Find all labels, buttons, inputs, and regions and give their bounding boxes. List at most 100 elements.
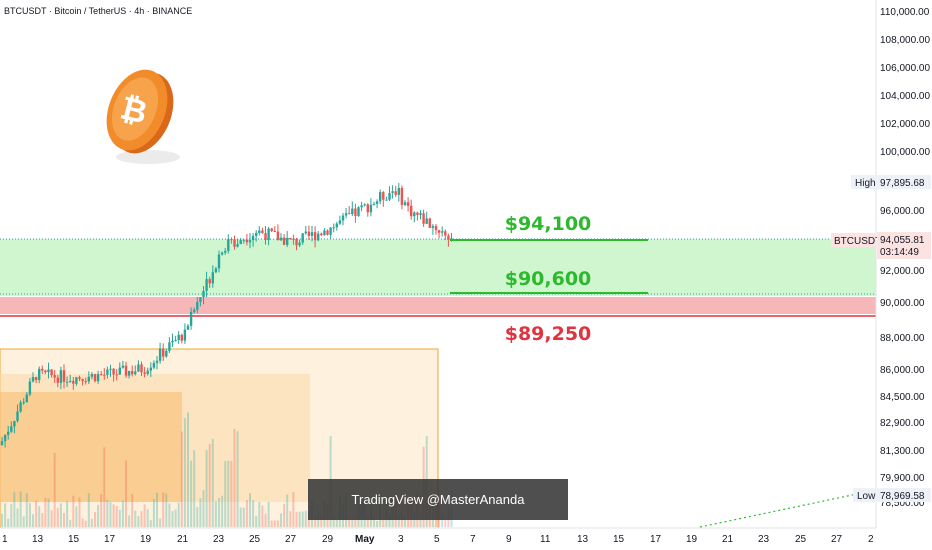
candle-body: [96, 374, 100, 382]
time-tick: 21: [177, 534, 189, 545]
candle-body: [31, 377, 35, 382]
candle-body: [354, 208, 357, 216]
volume-bar: [159, 518, 162, 527]
volume-bar: [66, 501, 69, 527]
volume-bar: [261, 505, 264, 527]
volume-bar: [202, 490, 205, 527]
price-tick: 106,000.00: [880, 63, 930, 74]
time-tick: 7: [470, 534, 476, 545]
price-tick: 78,500.00: [880, 498, 925, 509]
price-tick: 102,000.00: [880, 119, 930, 130]
price-tick: 104,000.00: [880, 91, 930, 102]
volume-bar: [273, 520, 276, 527]
candle-body: [233, 239, 236, 247]
candle-body: [422, 213, 425, 224]
candle-body: [124, 365, 128, 376]
candle-body: [180, 334, 183, 341]
price-axis[interactable]: 110,000.00 108,000.00 106,000.00 104,000…: [880, 7, 930, 509]
time-tick: 27: [831, 534, 843, 545]
volume-bar: [373, 517, 375, 527]
candle-body: [382, 192, 385, 200]
volume-bar: [233, 428, 236, 527]
candle-body: [168, 342, 171, 351]
volume-bar: [69, 519, 72, 527]
volume-bar: [218, 498, 220, 527]
volume-bar: [22, 516, 25, 527]
volume-bar: [137, 516, 140, 527]
candle-body: [289, 237, 292, 239]
candle-body: [47, 369, 50, 373]
time-tick: 17: [650, 534, 662, 545]
volume-bar: [38, 506, 41, 527]
symbol-label: BTCUSDT: [834, 236, 881, 247]
volume-bar: [174, 509, 177, 527]
candle-body: [444, 231, 447, 236]
time-tick: 25: [795, 534, 807, 545]
candle-body: [121, 365, 125, 368]
price-tick: 86,000.00: [880, 365, 925, 376]
candle-body: [69, 380, 72, 382]
candle-body: [270, 228, 273, 231]
candle-body: [103, 374, 106, 376]
time-axis[interactable]: 1 13 15 17 19 21 23 25 27 29 May 3 5 7 9…: [2, 534, 874, 545]
candle-body: [162, 348, 165, 357]
level-label-2: $90,600: [505, 268, 592, 290]
candle-body: [72, 380, 75, 384]
candle-body: [397, 187, 400, 195]
candle-body: [366, 204, 369, 213]
candle-body: [375, 201, 379, 204]
candle-body: [155, 360, 159, 363]
volume-bar: [376, 520, 379, 527]
candle-body: [230, 239, 233, 241]
volume-bar: [81, 518, 84, 527]
volume-bar: [106, 499, 109, 527]
volume-bar: [187, 412, 189, 527]
candle-body: [53, 375, 56, 378]
volume-bar: [335, 519, 338, 527]
time-tick: 25: [249, 534, 261, 545]
time-tick: 11: [540, 534, 551, 545]
candle-body: [413, 212, 416, 217]
volume-bar: [118, 509, 121, 527]
candle-body: [196, 301, 199, 310]
volume-bar: [236, 431, 239, 527]
candle-body: [158, 348, 162, 361]
time-tick: 17: [104, 534, 116, 545]
candle-body: [351, 208, 354, 215]
volume-bar: [134, 510, 137, 527]
volume-bar: [211, 438, 214, 527]
candle-body: [118, 367, 121, 375]
volume-bar: [121, 500, 124, 527]
candle-body: [292, 238, 295, 240]
price-tick: 92,000.00: [880, 266, 925, 277]
candle-body: [357, 207, 360, 216]
candle-body: [220, 252, 224, 255]
time-tick: 15: [613, 534, 625, 545]
volume-bar: [94, 511, 96, 527]
candle-body: [245, 239, 249, 243]
candle-body: [261, 230, 264, 234]
candle-body: [385, 199, 388, 201]
time-tick: 13: [577, 534, 589, 545]
current-price-tag: [877, 232, 931, 259]
volume-bar: [53, 452, 56, 527]
candle-body: [84, 381, 87, 383]
time-tick: 23: [758, 534, 770, 545]
candle-body: [75, 377, 78, 384]
level-label-1: $94,100: [505, 213, 592, 235]
candle-body: [0, 441, 4, 445]
volume-bar: [125, 460, 127, 527]
candle-body: [431, 226, 435, 228]
volume-bar: [270, 520, 273, 527]
candle-body: [115, 374, 118, 376]
volume-bar: [286, 494, 289, 527]
volume-bar: [320, 515, 323, 527]
candle-body: [19, 402, 22, 412]
candle-body: [388, 192, 391, 200]
candle-body: [282, 237, 286, 245]
time-tick: 29: [322, 534, 334, 545]
level-label-3: $89,250: [505, 323, 592, 345]
candle-body: [50, 369, 53, 376]
volume-bar: [156, 492, 158, 527]
